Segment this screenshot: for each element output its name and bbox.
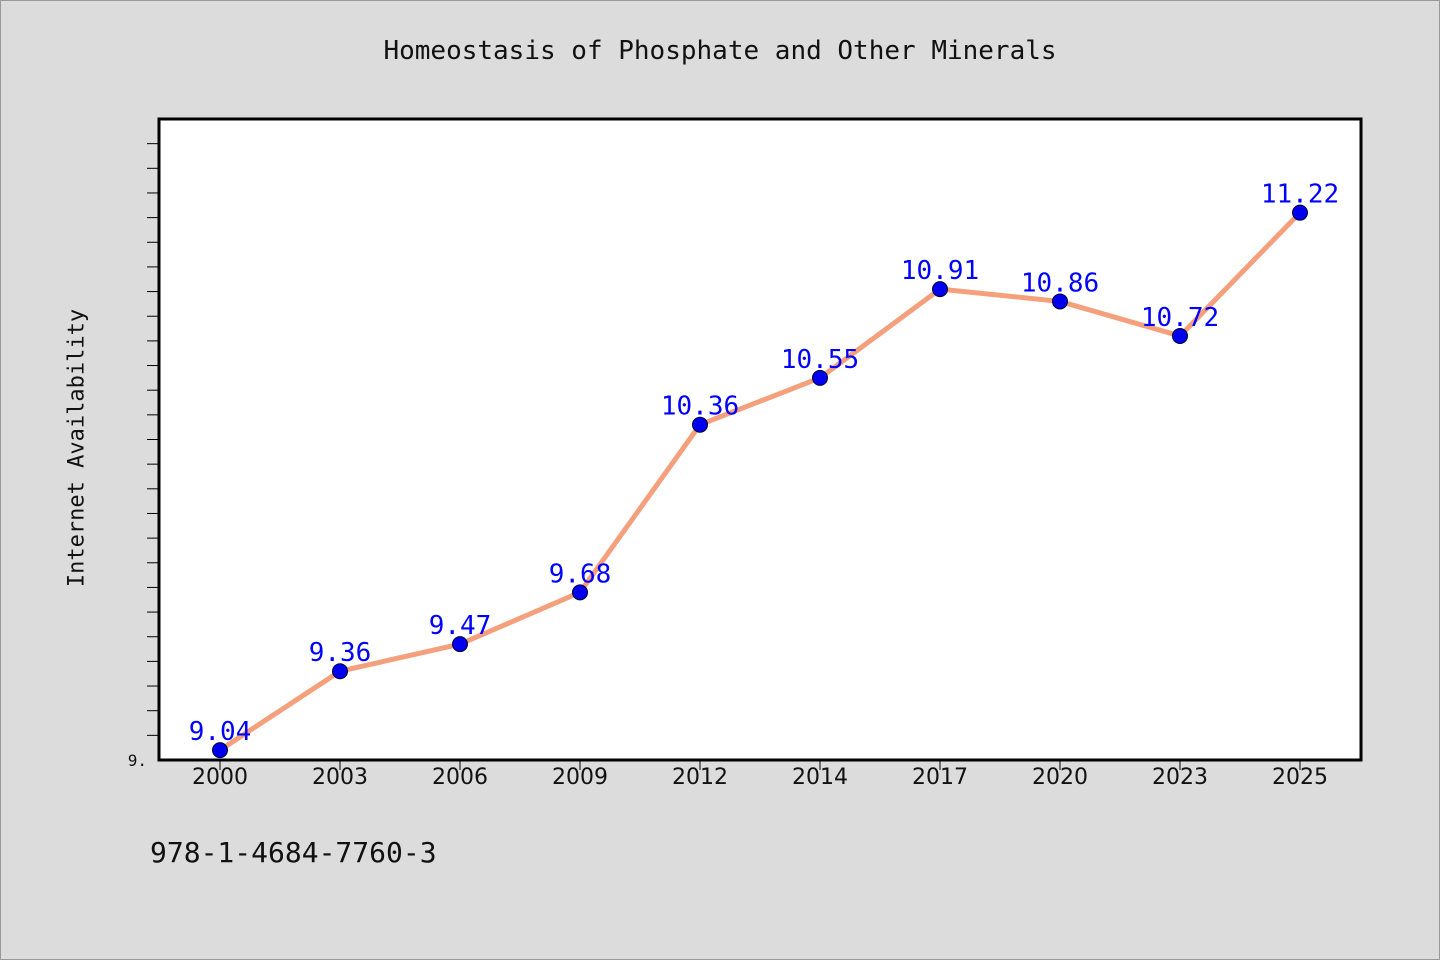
data-label: 10.55	[781, 345, 859, 375]
data-label: 10.91	[901, 256, 979, 286]
x-tick-label: 2000	[192, 765, 248, 790]
chart-title: Homeostasis of Phosphate and Other Miner…	[383, 36, 1057, 66]
x-tick-label: 2020	[1032, 765, 1088, 790]
data-point	[212, 742, 228, 759]
x-tick-label: 2009	[552, 765, 608, 790]
data-label: 11.22	[1261, 180, 1339, 210]
data-point	[1172, 327, 1188, 344]
data-point	[572, 584, 588, 601]
data-label: 10.36	[661, 392, 739, 422]
y-tick-label: 9.	[128, 751, 147, 770]
data-label: 9.47	[429, 611, 492, 641]
data-point	[932, 281, 948, 298]
data-label: 9.68	[549, 559, 612, 589]
plot-area	[157, 117, 1363, 762]
data-label: 9.04	[189, 717, 252, 747]
data-point	[452, 636, 468, 653]
x-ticks: 2000 2003 2006 2009 2012 2014 2017 2020 2023 2025	[192, 760, 1328, 790]
x-tick-label: 2017	[912, 765, 968, 790]
series-line	[217, 210, 1303, 753]
x-tick-label: 2023	[1152, 765, 1208, 790]
labels-layer: 9.04 9.36 9.47 9.68 10.36 10.55 10.91 10.86 10.7…	[189, 180, 1339, 747]
x-tick-label: 2014	[792, 765, 848, 790]
isbn-code: 978-1-4684-7760-3	[150, 836, 437, 869]
data-point	[812, 369, 828, 386]
x-tick-label: 2025	[1272, 765, 1328, 790]
x-tick-label: 2003	[312, 765, 368, 790]
x-tick-label: 2012	[672, 765, 728, 790]
data-point	[692, 416, 708, 433]
data-label: 10.72	[1141, 303, 1219, 333]
data-point	[1292, 204, 1308, 221]
x-tick-label: 2006	[432, 765, 488, 790]
data-point	[332, 663, 348, 680]
data-point	[1052, 293, 1068, 310]
y-ticks: 9.	[128, 143, 159, 770]
data-label: 10.86	[1021, 268, 1099, 298]
series-layer	[212, 204, 1308, 759]
data-label: 9.36	[309, 638, 372, 668]
